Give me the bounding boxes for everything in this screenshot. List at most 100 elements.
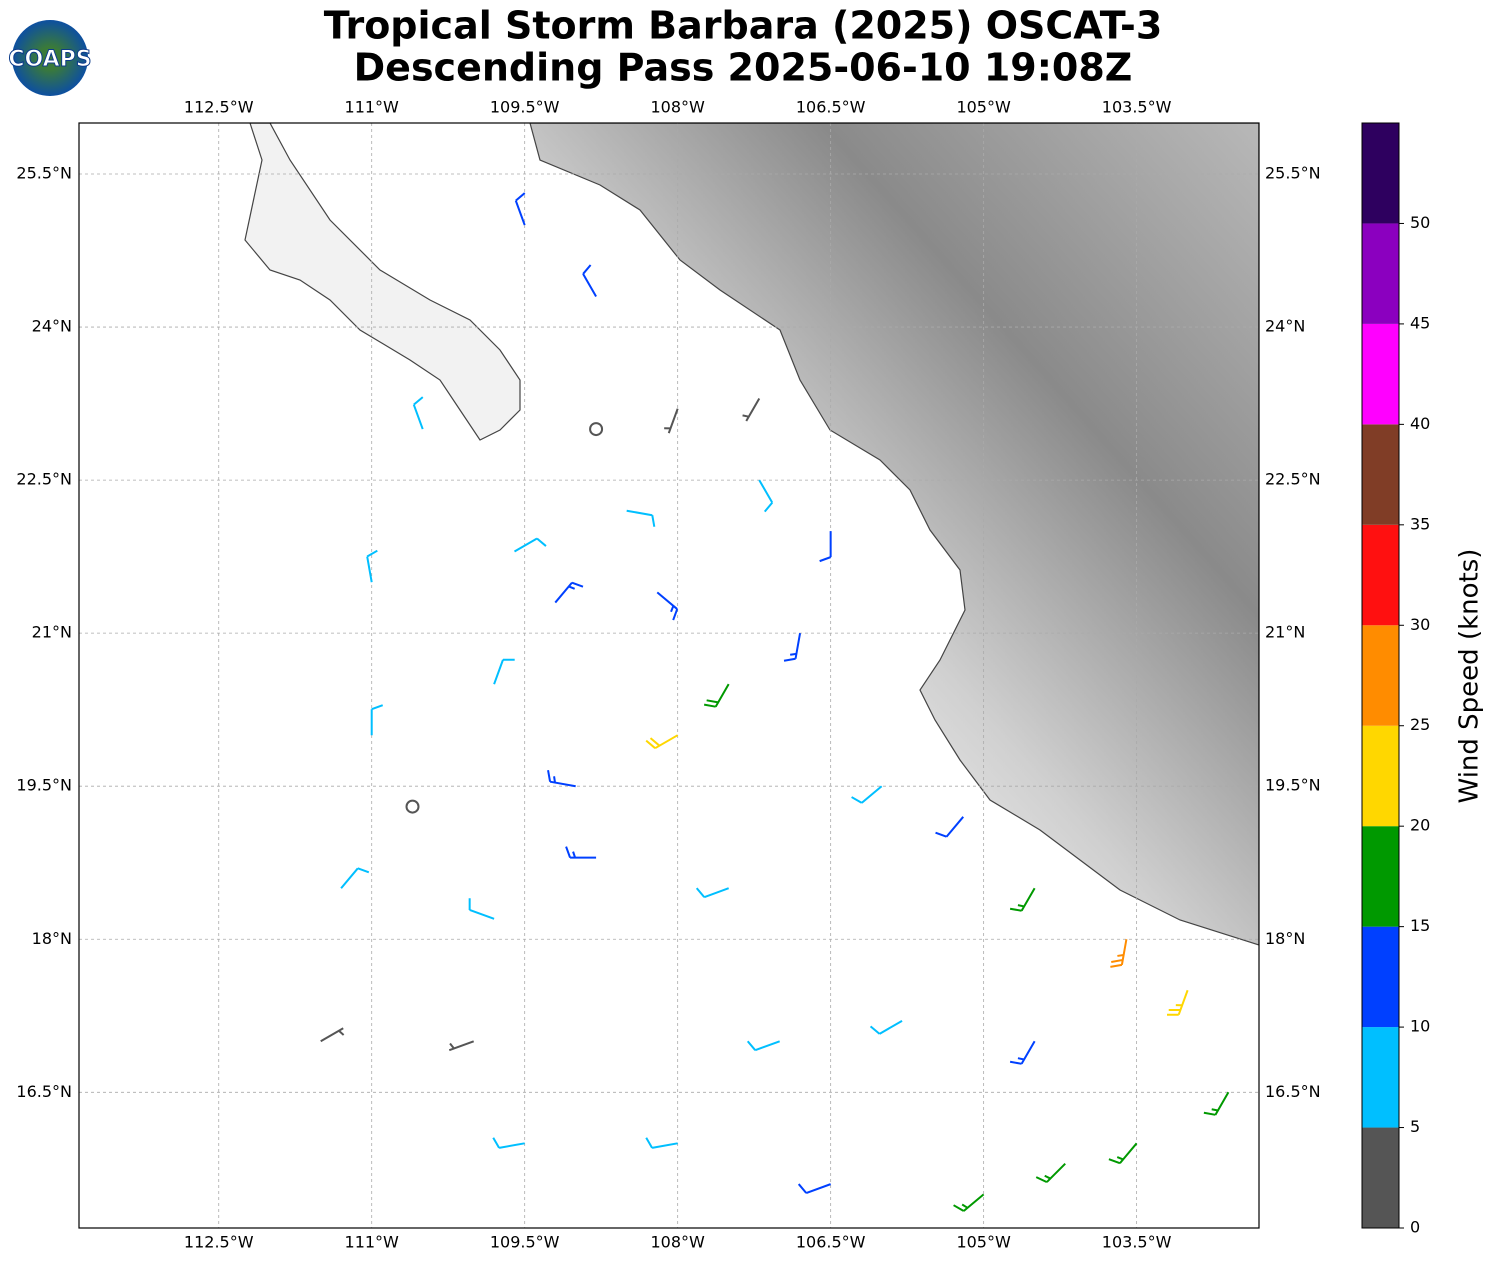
y-tick-label: 16.5°N: [16, 1082, 72, 1101]
x-tick-label: 106.5°W: [796, 1233, 866, 1252]
y-tick-label: 22.5°N: [1265, 470, 1321, 489]
wind-barb: [412, 396, 424, 430]
colorbar-segment: [1362, 424, 1399, 525]
wind-barb: [626, 509, 656, 527]
x-tick-label: 111°W: [345, 1233, 400, 1252]
wind-barb: [1110, 939, 1128, 968]
colorbar-segment: [1362, 123, 1399, 224]
wind-barb: [645, 734, 679, 750]
colorbar-segment: [1362, 323, 1399, 425]
wind-barb: [493, 658, 515, 685]
y-tick-label: 24°N: [1265, 317, 1305, 336]
wind-barb: [851, 785, 883, 804]
calm-circle: [589, 422, 604, 437]
wind-barb: [554, 581, 584, 604]
wind-barb: [783, 632, 802, 662]
calm-circle: [405, 799, 420, 814]
colorbar-tick-label: 20: [1410, 816, 1430, 835]
y-tick-label: 19.5°N: [16, 776, 72, 795]
y-tick-label: 18°N: [32, 929, 72, 948]
colorbar-tick-label: 40: [1410, 414, 1430, 433]
wind-barb: [448, 1040, 475, 1052]
colorbar-tick-label: 15: [1410, 916, 1430, 935]
y-tick-label: 25.5°N: [16, 164, 72, 183]
wind-barb: [468, 898, 495, 920]
colorbar-segment: [1362, 223, 1399, 324]
wind-barb: [370, 704, 384, 736]
x-tick-label: 109.5°W: [490, 98, 560, 117]
colorbar-segment: [1362, 826, 1399, 927]
baja-peninsula: [244, 123, 521, 441]
x-tick-label: 112.5°W: [184, 98, 254, 117]
wind-barb: [320, 1027, 345, 1043]
x-tick-label: 105°W: [956, 1233, 1011, 1252]
colorbar-tick-label: 5: [1410, 1117, 1420, 1136]
wind-barb: [645, 1137, 678, 1149]
wind-barb: [935, 816, 965, 838]
colorbar-segment: [1362, 1127, 1399, 1228]
wind-barb: [953, 1193, 985, 1212]
wind-barb: [513, 537, 547, 553]
gridlines: [79, 123, 1259, 1228]
colorbar-segment: [1362, 1027, 1399, 1128]
logo-globe: [12, 20, 88, 96]
colorbar-tick-label: 10: [1410, 1017, 1430, 1036]
wind-barb: [664, 408, 679, 434]
colorbar-segment: [1362, 926, 1399, 1028]
wind-barb: [758, 479, 774, 513]
title: Tropical Storm Barbara (2025) OSCAT-3: [324, 4, 1163, 48]
colorbar-tick-label: 25: [1410, 715, 1430, 734]
colorbar-tick-label: 30: [1410, 615, 1430, 634]
wind-barb: [492, 1137, 525, 1149]
colorbar-frame: [1361, 122, 1400, 1229]
wind-barb: [742, 397, 761, 422]
map-frame: [78, 122, 1260, 1229]
wind-barb: [1009, 887, 1036, 912]
subtitle: Descending Pass 2025-06-10 19:08Z: [354, 46, 1133, 90]
x-tick-label: 112.5°W: [184, 1233, 254, 1252]
wind-barb: [582, 264, 597, 297]
wind-barbs: [320, 192, 1230, 1212]
x-tick-label: 106.5°W: [796, 98, 866, 117]
wind-barb: [514, 192, 526, 226]
y-tick-label: 21°N: [32, 623, 72, 642]
wind-barb: [366, 549, 378, 583]
wind-barb: [547, 769, 576, 788]
wind-barb: [1009, 1040, 1036, 1065]
mainland: [529, 123, 1259, 946]
wind-barb: [1108, 1142, 1138, 1165]
wind-barb: [703, 683, 730, 708]
colorbar-segment: [1362, 524, 1399, 626]
y-tick-label: 16.5°N: [1265, 1082, 1321, 1101]
x-tick-label: 103.5°W: [1102, 1233, 1172, 1252]
y-tick-label: 19.5°N: [1265, 776, 1321, 795]
wind-barb: [819, 531, 832, 563]
y-tick-label: 25.5°N: [1265, 164, 1321, 183]
y-tick-label: 21°N: [1265, 623, 1305, 642]
x-tick-label: 105°W: [956, 98, 1011, 117]
colorbar-tick-label: 45: [1410, 313, 1430, 332]
colorbar-label: Wind Speed (knots): [1455, 549, 1485, 804]
colorbar-segment: [1362, 625, 1399, 726]
wind-barb: [1203, 1091, 1230, 1116]
y-tick-label: 18°N: [1265, 929, 1305, 948]
colorbar-tick-label: 35: [1410, 514, 1430, 533]
map-area: [79, 123, 1259, 1228]
colorbar: 0 5 10 15 20 25 30 35 40 45 50: [1361, 122, 1430, 1237]
wind-barb: [695, 887, 730, 899]
x-tick-label: 108°W: [650, 98, 705, 117]
x-tick-label: 108°W: [650, 1233, 705, 1252]
x-tick-label: 111°W: [345, 98, 400, 117]
x-tick-label: 103.5°W: [1102, 98, 1172, 117]
y-tick-label: 22.5°N: [16, 470, 72, 489]
wind-barb: [1035, 1163, 1066, 1184]
wind-barb: [746, 1040, 780, 1052]
wind-barb: [797, 1183, 831, 1194]
wind-barb: [656, 591, 679, 621]
wind-barb: [869, 1020, 903, 1035]
colorbar-tick-label: 0: [1410, 1218, 1420, 1237]
wind-barb: [1167, 989, 1189, 1016]
y-tick-label: 24°N: [32, 317, 72, 336]
wind-barb: [340, 867, 370, 889]
